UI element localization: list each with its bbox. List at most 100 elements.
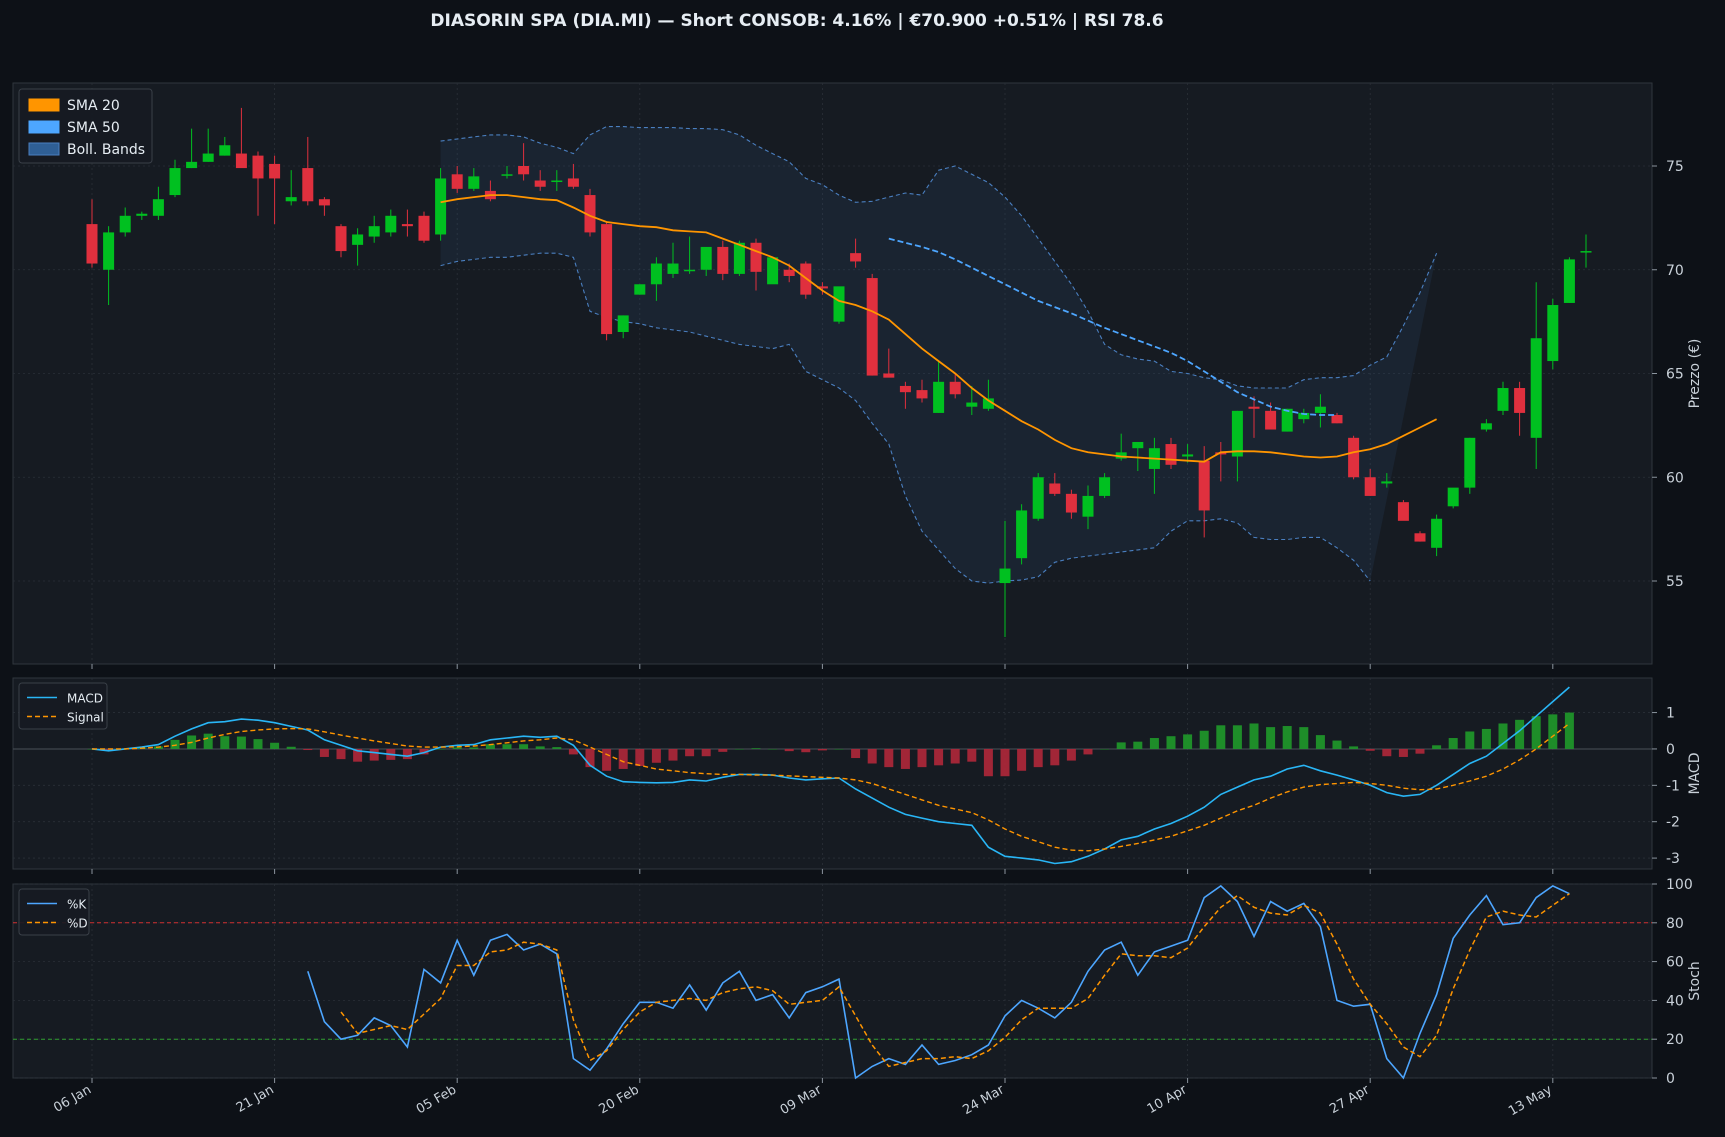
candle-body (1165, 444, 1177, 465)
candle-body (1082, 495, 1094, 517)
candle-body (451, 174, 463, 189)
macd-histogram-bar (934, 748, 944, 766)
candle-body (1530, 338, 1542, 438)
candle-body (899, 385, 911, 393)
macd-histogram-bar (950, 748, 960, 764)
candle-body (1547, 305, 1559, 362)
macd-histogram-bar (1116, 742, 1126, 749)
candle-body (949, 381, 961, 395)
macd-histogram-bar (1515, 719, 1525, 749)
y-tick-label: 1 (1666, 706, 1675, 722)
y-tick-label: 40 (1666, 993, 1684, 1009)
macd-histogram-bar (685, 748, 695, 757)
y-tick-label: 60 (1666, 470, 1684, 486)
macd-histogram-bar (519, 744, 529, 749)
y-tick-label: 60 (1666, 955, 1684, 971)
macd-histogram-bar (851, 748, 861, 759)
candle-body (186, 161, 198, 169)
macd-histogram-bar (1498, 723, 1508, 749)
macd-histogram-bar (1199, 730, 1209, 749)
macd-histogram-bar (1415, 748, 1425, 754)
legend-box (18, 888, 90, 936)
legend-label-sma20: SMA 20 (67, 98, 120, 114)
macd-histogram-bar (585, 748, 595, 768)
candle-body (269, 163, 281, 179)
macd-histogram-bar (917, 748, 927, 768)
candle-body (1115, 452, 1127, 459)
candle-body (318, 199, 330, 206)
bollinger-upper-line (440, 126, 1438, 389)
candle-body (401, 224, 413, 227)
macd-histogram-bar (884, 748, 894, 768)
macd-histogram-bar (1332, 740, 1342, 749)
candle-body (1016, 510, 1028, 559)
macd-histogram-bar (220, 736, 230, 749)
macd-histogram-bar (751, 748, 761, 749)
candle-body (435, 178, 447, 235)
macd-histogram-bar (452, 747, 462, 749)
candle-body (1381, 481, 1393, 484)
y-tick-label: 70 (1666, 263, 1684, 279)
candle-body (352, 234, 364, 245)
macd-histogram-bar (336, 748, 346, 760)
y-tick-label: 65 (1666, 367, 1684, 383)
candle-body (933, 381, 945, 413)
candle-body (617, 315, 629, 332)
candle-body (1065, 493, 1077, 513)
candle-body (1049, 483, 1061, 494)
macd-histogram-bar (469, 747, 479, 749)
macd-histogram-bar (1249, 723, 1259, 749)
macd-histogram-bar (236, 736, 246, 749)
candle-body (119, 215, 131, 233)
macd-histogram-bar (369, 748, 379, 761)
macd-histogram-bar (651, 748, 661, 763)
macd-histogram-bar (834, 748, 844, 750)
macd-histogram-bar (967, 748, 977, 762)
candle-body (850, 253, 862, 262)
candle-body (767, 257, 779, 285)
macd-histogram-bar (1315, 735, 1325, 749)
candle-body (136, 213, 148, 216)
macd-histogram-bar (1398, 748, 1408, 757)
candle-body (202, 153, 214, 162)
panel-background (12, 883, 1653, 1079)
candle-body (302, 168, 314, 202)
price-panel: 55 60 65 70 75 Prezzo (€) SMA 20 SMA 50 Boll. Ba… (12, 82, 1703, 669)
candle-body (551, 180, 563, 183)
macd-histogram-bar (319, 748, 329, 757)
candle-body (1265, 410, 1277, 430)
macd-histogram-bar (270, 742, 280, 749)
macd-histogram-bar (353, 748, 363, 762)
y-tick-label: 100 (1666, 877, 1693, 893)
candle-body (534, 180, 546, 187)
candle-body (1348, 437, 1360, 478)
macd-histogram-bar (1232, 725, 1242, 749)
macd-histogram-bar (1299, 727, 1309, 749)
candle-body (650, 263, 662, 285)
macd-histogram-bar (1149, 738, 1159, 749)
candle-body (385, 215, 397, 233)
candle-body (1447, 487, 1459, 507)
candle-body (1580, 251, 1592, 253)
candle-body (667, 263, 679, 274)
legend-label-bollinger: Boll. Bands (67, 142, 145, 158)
y-tick-label: 80 (1666, 916, 1684, 932)
macd-histogram-bar (286, 746, 296, 749)
candle-body (1514, 388, 1526, 413)
macd-histogram-bar (1000, 748, 1010, 777)
candle-body (235, 153, 247, 169)
stoch-panel: 0 20 40 60 80 100 Stoch %K %D (12, 877, 1703, 1087)
macd-histogram-bar (734, 748, 744, 750)
candle-body (103, 232, 115, 270)
candle-body (1099, 477, 1111, 496)
macd-histogram-bar (1100, 748, 1110, 750)
macd-histogram-bar (1548, 714, 1558, 749)
macd-histogram-bar (668, 748, 678, 761)
candle-body (601, 224, 613, 335)
candle-body (584, 195, 596, 233)
candle-body (86, 224, 98, 264)
candle-body (883, 373, 895, 378)
candle-body (468, 176, 480, 189)
signal-line (92, 722, 1570, 852)
